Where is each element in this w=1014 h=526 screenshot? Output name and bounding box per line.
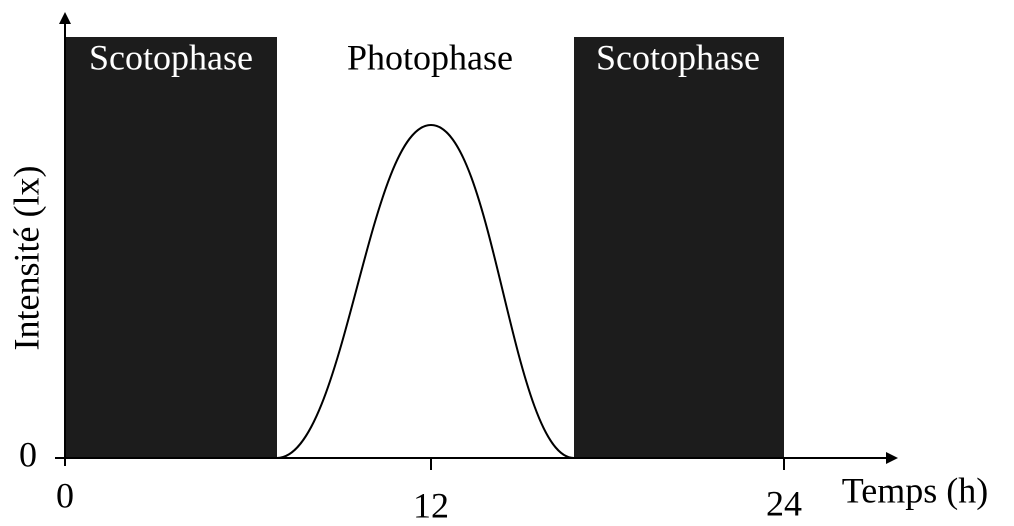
- phase-label: Scotophase: [596, 37, 760, 77]
- y-tick-label: 0: [19, 434, 37, 474]
- x-tick-label: 24: [766, 483, 802, 523]
- y-axis-label: Intensité (lx): [6, 166, 46, 351]
- scotophase-band: [65, 37, 277, 458]
- phase-label: Scotophase: [89, 37, 253, 77]
- phase-label: Photophase: [347, 37, 513, 77]
- x-axis-label: Temps (h): [842, 470, 988, 510]
- scotophase-band: [574, 37, 784, 458]
- x-tick-label: 0: [56, 475, 74, 515]
- light-curve: [276, 123, 575, 459]
- x-tick-label: 12: [413, 485, 449, 525]
